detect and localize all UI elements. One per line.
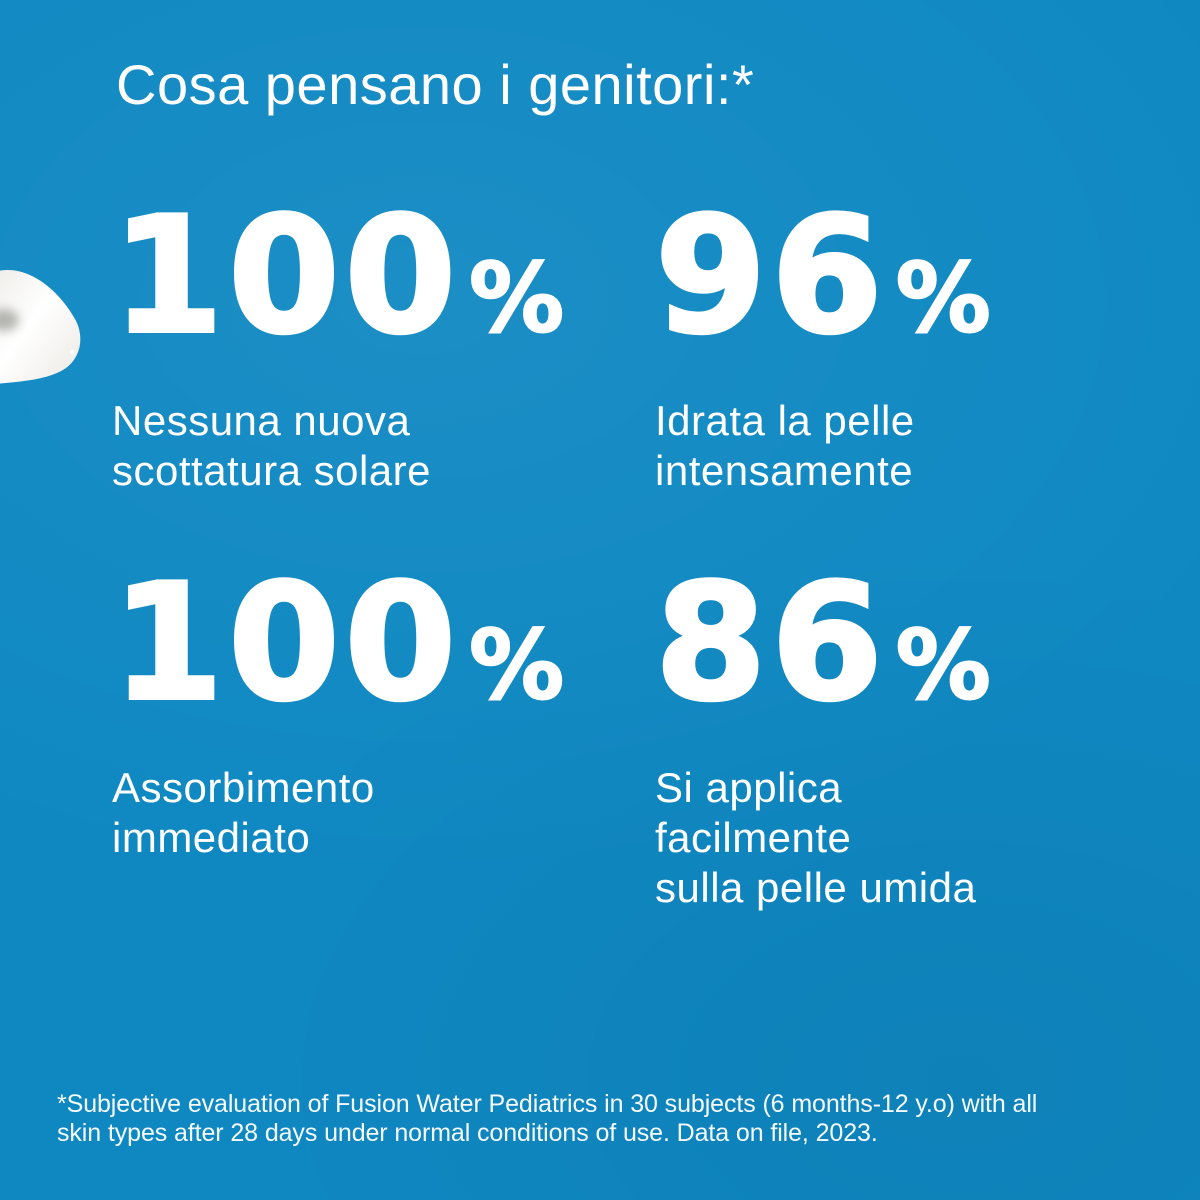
page-title: Cosa pensano i genitori:*: [116, 53, 755, 116]
percent-sign: %: [468, 243, 565, 355]
stat-no-new-sunburn: 100% Nessuna nuova scottatura solare: [110, 194, 565, 496]
stat-number: 86%: [653, 561, 992, 746]
stat-number: 96%: [653, 194, 992, 379]
stat-label: Idrata la pelle intensamente: [655, 397, 915, 494]
cream-blob-highlight: [69, 349, 75, 355]
stat-value: 96: [653, 182, 888, 369]
stat-immediate-absorption: 100% Assorbimento immediato: [110, 561, 565, 863]
stat-label: Nessuna nuova scottatura solare: [112, 397, 431, 494]
footnote: *Subjective evaluation of Fusion Water P…: [57, 1090, 1038, 1148]
stat-value: 100: [110, 549, 461, 736]
stat-label: Assorbimento immediato: [112, 764, 375, 861]
cream-blob-image: [0, 270, 81, 384]
stat-label: Si applica facilmente sulla pelle umida: [655, 764, 977, 911]
stat-easy-application-wet-skin: 86% Si applica facilmente sulla pelle um…: [653, 561, 992, 913]
stat-value: 86: [653, 549, 888, 736]
cream-blob-shadow-spot: [0, 309, 19, 331]
cream-blob-shape: [0, 270, 81, 384]
stat-number: 100%: [110, 561, 565, 746]
percent-sign: %: [895, 610, 992, 722]
percent-sign: %: [468, 610, 565, 722]
percent-sign: %: [895, 243, 992, 355]
stat-intense-hydration: 96% Idrata la pelle intensamente: [653, 194, 992, 496]
stat-value: 100: [110, 182, 461, 369]
stat-number: 100%: [110, 194, 565, 379]
